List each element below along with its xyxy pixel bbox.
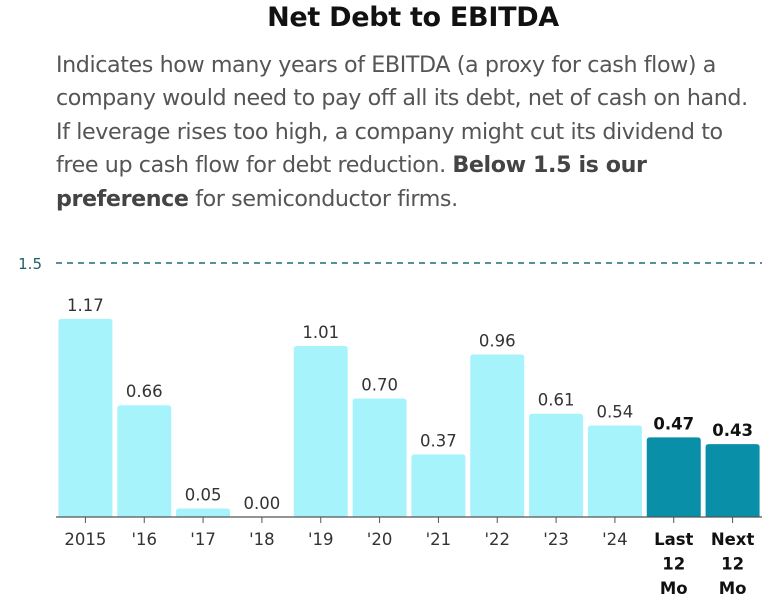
bar-9 [587, 425, 642, 517]
tick-label-5: '20 [367, 530, 393, 549]
tick-label-0: 2015 [64, 530, 106, 549]
bar-8 [529, 413, 584, 517]
bar-5 [352, 398, 407, 517]
value-label-10: 0.47 [653, 414, 694, 433]
tick-label-9: '24 [602, 530, 628, 549]
threshold-label: 1.5 [18, 255, 42, 273]
tick-label-1: '16 [131, 530, 157, 549]
bar-2 [176, 508, 231, 517]
bar-10 [646, 437, 701, 517]
value-label-3: 0.00 [244, 494, 281, 513]
bar-1 [117, 405, 172, 517]
value-label-0: 1.17 [67, 296, 104, 315]
bar-6 [411, 454, 466, 517]
value-label-6: 0.37 [420, 431, 457, 450]
bar-7 [470, 354, 525, 517]
tick-label-3: '18 [249, 530, 275, 549]
subtitle-text-2: for semiconductor firms. [188, 185, 458, 212]
tick-label-10: Last 12 Mo [654, 530, 693, 598]
tick-label-11: Next 12 Mo [711, 530, 755, 598]
bar-11 [705, 444, 760, 517]
value-label-2: 0.05 [185, 486, 222, 505]
tick-label-8: '23 [543, 530, 569, 549]
tick-label-2: '17 [190, 530, 216, 549]
tick-label-7: '22 [484, 530, 510, 549]
value-label-7: 0.96 [479, 331, 516, 350]
value-label-4: 1.01 [302, 323, 339, 342]
bar-0 [58, 318, 113, 517]
tick-label-4: '19 [308, 530, 334, 549]
value-label-11: 0.43 [712, 421, 753, 440]
tick-label-6: '21 [426, 530, 452, 549]
bar-4 [293, 345, 348, 517]
value-label-1: 0.66 [126, 382, 163, 401]
value-label-8: 0.61 [538, 391, 575, 410]
value-label-5: 0.70 [361, 375, 398, 394]
chart-subtitle: Indicates how many years of EBITDA (a pr… [56, 49, 756, 216]
chart-title: Net Debt to EBITDA [267, 2, 559, 33]
subtitle-text-1: Indicates how many years of EBITDA (a pr… [56, 52, 748, 179]
value-label-9: 0.54 [597, 403, 634, 422]
subtitle-emphasis: Below 1.5 is our preference [56, 152, 647, 212]
